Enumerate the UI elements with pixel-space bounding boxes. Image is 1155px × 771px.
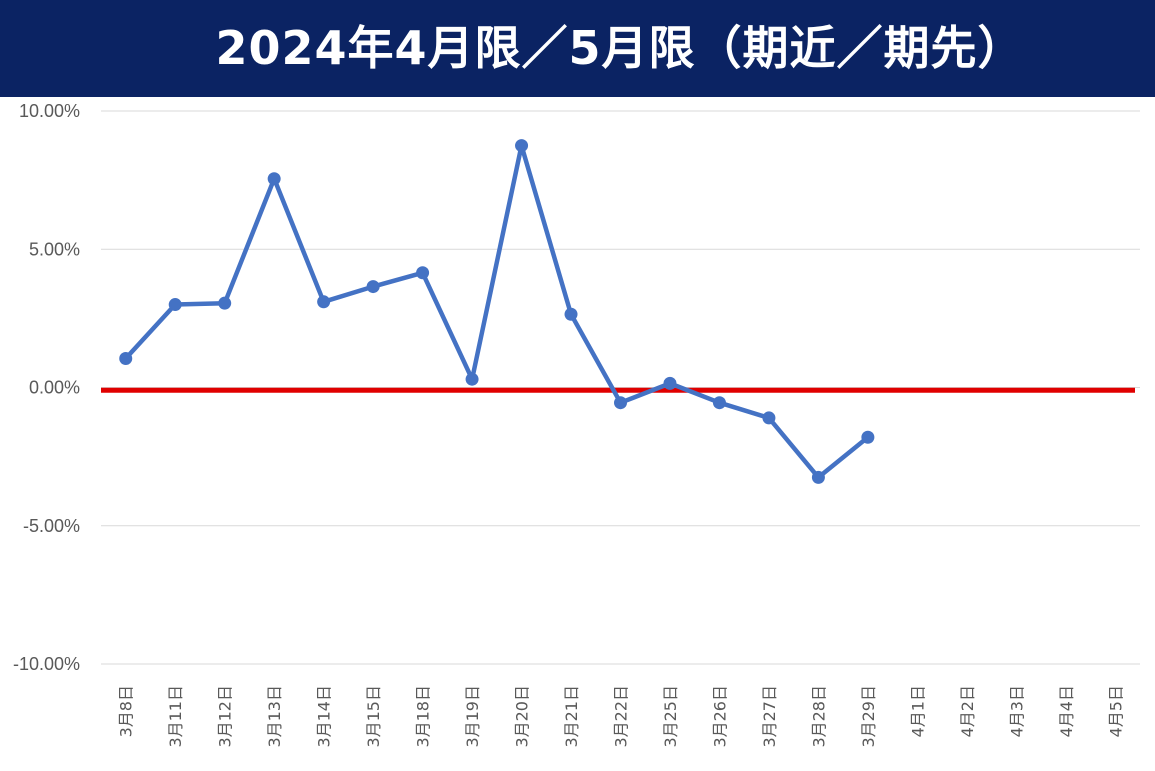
data-point	[168, 298, 182, 312]
y-tick-label: -5.00%	[23, 516, 80, 536]
data-point	[515, 139, 529, 153]
x-tick-label: 4月2日	[958, 685, 977, 737]
x-tick-label: 4月4日	[1057, 685, 1076, 737]
data-point	[465, 372, 479, 386]
data-point	[317, 295, 331, 309]
data-point	[861, 430, 875, 444]
data-point	[366, 280, 380, 294]
data-point	[712, 396, 726, 410]
x-tick-label: 3月21日	[562, 685, 581, 748]
data-point	[614, 396, 627, 410]
gridlines	[101, 110, 1140, 665]
data-point	[119, 351, 133, 365]
series-group	[119, 139, 875, 484]
data-point	[218, 296, 232, 310]
x-tick-label: 3月25日	[661, 685, 680, 748]
x-tick-label: 3月13日	[265, 685, 284, 748]
x-tick-label: 3月22日	[612, 685, 631, 748]
x-tick-label: 3月28日	[809, 685, 828, 748]
x-tick-label: 3月12日	[216, 685, 235, 748]
x-tick-label: 3月18日	[414, 685, 433, 748]
x-tick-label: 3月26日	[710, 685, 729, 748]
x-tick-label: 3月20日	[513, 685, 532, 748]
x-tick-label: 3月29日	[859, 685, 878, 748]
x-tick-label: 4月1日	[908, 685, 927, 737]
x-tick-label: 3月11日	[166, 685, 185, 748]
data-point	[267, 172, 281, 186]
x-tick-label: 4月5日	[1106, 685, 1125, 737]
y-tick-label: -10.00%	[13, 654, 80, 674]
chart-title: 2024年4月限／5月限（期近／期先）	[215, 21, 1025, 75]
x-tick-label: 3月19日	[463, 685, 482, 748]
x-tick-label: 4月3日	[1007, 685, 1026, 737]
y-tick-label: 5.00%	[29, 239, 80, 259]
data-point	[762, 411, 776, 425]
data-point	[564, 307, 578, 321]
y-tick-label: 0.00%	[29, 378, 80, 398]
x-tick-label: 3月27日	[760, 685, 779, 748]
x-axis-ticks: 3月8日 3月11日 3月12日 3月13日 3月14日 3月15日 3月18日 3月19日 3…	[117, 685, 1126, 748]
title-bar: 2024年4月限／5月限（期近／期先）	[0, 0, 1155, 97]
x-tick-label: 3月8日	[117, 685, 136, 737]
x-tick-label: 3月15日	[364, 685, 383, 748]
y-axis-ticks: 10.00% 5.00% 0.00% -5.00% -10.00%	[13, 101, 80, 674]
data-point	[416, 266, 430, 280]
data-point	[663, 376, 677, 390]
y-tick-label: 10.00%	[19, 101, 80, 121]
data-point	[811, 470, 825, 484]
series-line	[123, 143, 871, 480]
x-tick-label: 3月14日	[315, 685, 334, 748]
